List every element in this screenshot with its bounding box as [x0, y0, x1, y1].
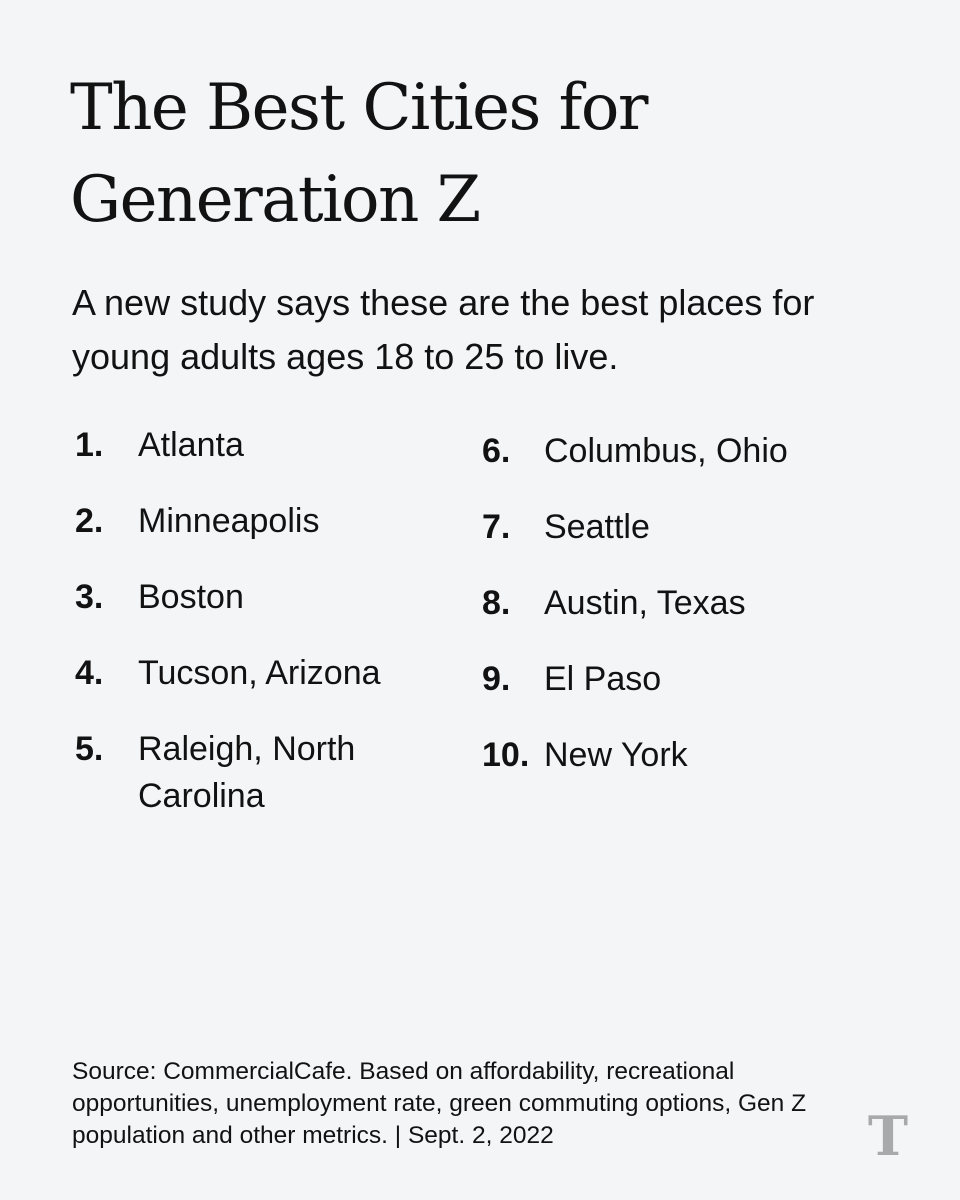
city-name: New York	[544, 736, 688, 774]
list-item: 4. Tucson, Arizona	[75, 650, 435, 697]
rank-number: 8.	[482, 584, 511, 622]
rank-number: 4.	[75, 654, 104, 692]
list-item: 3. Boston	[75, 574, 435, 621]
page-title: The Best Cities for Generation Z	[70, 71, 648, 237]
city-name: Minneapolis	[138, 502, 320, 540]
rankings-list-right: 6. Columbus, Ohio 7. Seattle 8. Austin, …	[482, 428, 882, 808]
city-name: Austin, Texas	[544, 584, 746, 622]
rank-number: 9.	[482, 660, 511, 698]
rank-number: 6.	[482, 432, 511, 470]
city-name: Boston	[138, 578, 244, 616]
city-name: El Paso	[544, 660, 662, 698]
city-name: Seattle	[544, 508, 650, 546]
subtitle: A new study says these are the best plac…	[72, 282, 815, 377]
list-item: 1. Atlanta	[75, 422, 435, 469]
city-name: Columbus, Ohio	[544, 432, 788, 470]
city-name: Atlanta	[138, 426, 244, 464]
rankings-list-left: 1. Atlanta 2. Minneapolis 3. Boston 4. T…	[75, 422, 435, 849]
rank-number: 10.	[482, 736, 530, 774]
rank-number: 2.	[75, 502, 104, 540]
list-item: 10. New York	[482, 732, 882, 779]
rank-number: 1.	[75, 426, 104, 464]
list-item: 7. Seattle	[482, 504, 882, 551]
source-note: Source: CommercialCafe. Based on afforda…	[72, 1058, 807, 1149]
nyt-t-logo-icon: T	[864, 1109, 912, 1163]
city-name: Raleigh, North Carolina	[138, 730, 356, 815]
list-item: 5. Raleigh, North Carolina	[75, 726, 435, 820]
rank-number: 5.	[75, 730, 104, 768]
rank-number: 7.	[482, 508, 511, 546]
list-item: 8. Austin, Texas	[482, 580, 882, 627]
city-name: Tucson, Arizona	[138, 654, 381, 692]
list-item: 9. El Paso	[482, 656, 882, 703]
rank-number: 3.	[75, 578, 104, 616]
list-item: 2. Minneapolis	[75, 498, 435, 545]
logo-glyph: T	[867, 1104, 909, 1168]
list-item: 6. Columbus, Ohio	[482, 428, 882, 475]
